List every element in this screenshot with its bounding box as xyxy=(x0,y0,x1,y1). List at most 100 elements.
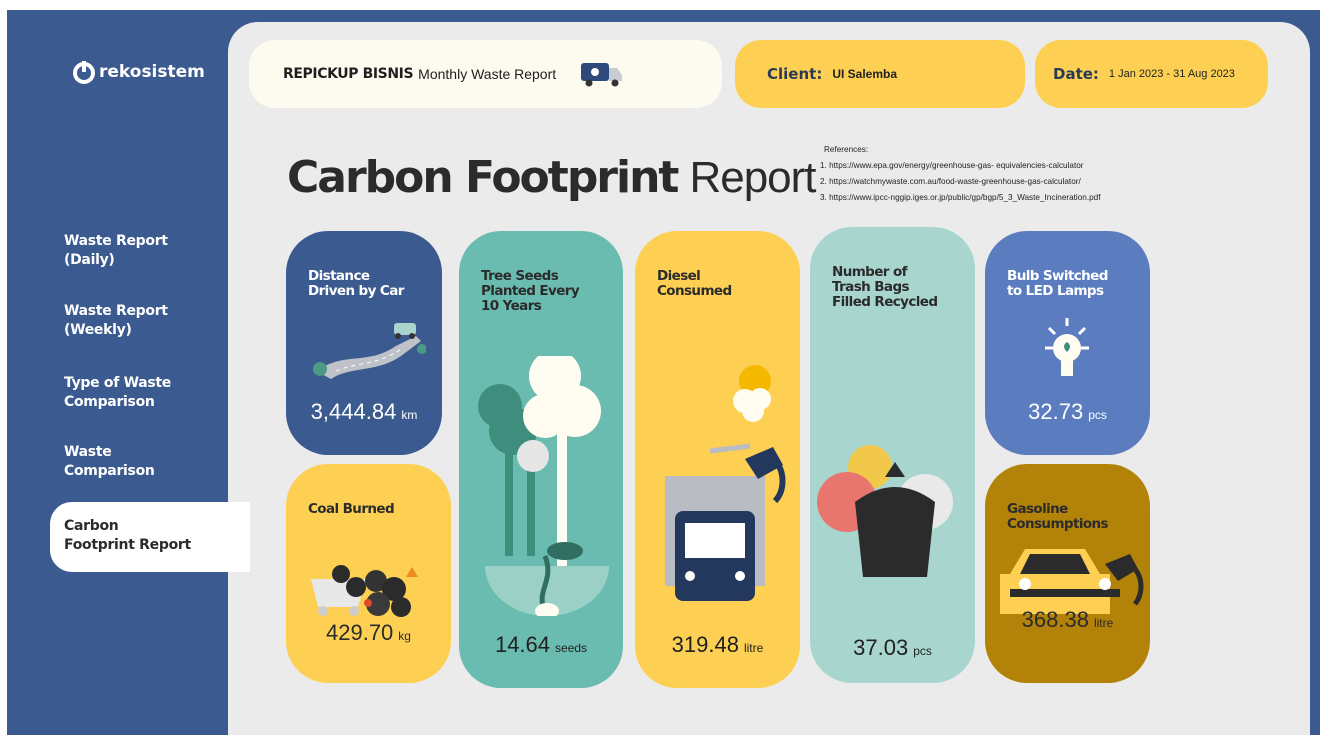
icon-shape xyxy=(527,416,535,556)
nav-item-line: Comparison xyxy=(64,393,171,412)
icon-shape xyxy=(395,333,401,339)
icon-shape xyxy=(409,333,415,339)
wheel xyxy=(586,80,593,87)
icon-shape xyxy=(517,440,549,472)
icon-shape xyxy=(346,577,366,597)
page: { "sidebar": { "logo": "rekosistem", "na… xyxy=(0,0,1327,742)
card-value-row: 368.38 litre xyxy=(985,607,1150,633)
card-value-row: 319.48 litre xyxy=(635,632,800,658)
icon-shape xyxy=(406,567,418,577)
card-value: 32.73 xyxy=(1028,399,1083,424)
card-value-row: 3,444.84km xyxy=(286,399,442,425)
header-brand: REPICKUP BISNIS xyxy=(283,66,413,82)
icon-shape xyxy=(635,341,795,601)
icon-shape xyxy=(710,446,750,451)
reference: 1. https://www.epa.gov/energy/greenhouse… xyxy=(820,158,1101,174)
report-title-regular: Report xyxy=(689,153,815,202)
icon-shape xyxy=(735,571,745,581)
card-title-line: Tree Seeds xyxy=(481,269,579,284)
logo: rekosistem xyxy=(72,60,205,84)
nav-item-line: Carbon xyxy=(64,517,191,536)
nav-item[interactable]: Waste Report(Daily) xyxy=(64,232,168,270)
nav-item[interactable]: Waste Report(Weekly) xyxy=(64,302,168,340)
card-icon xyxy=(635,341,795,605)
logo-icon xyxy=(72,60,96,84)
icon-shape xyxy=(1019,578,1031,590)
nav-item-line: Waste Report xyxy=(64,302,168,321)
card-title-line: Consumptions xyxy=(1007,517,1108,532)
nav-item-line: Comparison xyxy=(64,462,155,481)
icon-shape xyxy=(364,599,372,607)
card-title-line: Distance xyxy=(308,269,404,284)
recycle-mark xyxy=(591,68,599,76)
card-title-line: Coal Burned xyxy=(308,502,394,517)
card-title-line: Filled Recycled xyxy=(832,295,937,310)
client-value: UI Salemba xyxy=(832,67,897,81)
card-title-line: Number of xyxy=(832,265,937,280)
icon-shape xyxy=(1135,569,1141,604)
icon-shape xyxy=(349,606,359,616)
nav-item-line: (Daily) xyxy=(64,251,168,270)
wheel xyxy=(612,80,619,87)
icon-shape xyxy=(815,442,975,582)
icon-shape xyxy=(417,344,426,354)
card-title-line: to LED Lamps xyxy=(1007,284,1108,299)
icon-shape xyxy=(316,336,421,379)
card-title: Coal Burned xyxy=(308,502,394,517)
header-title: Monthly Waste Report xyxy=(418,66,556,82)
card-title-line: Bulb Switched xyxy=(1007,269,1108,284)
icon-shape xyxy=(1099,578,1111,590)
nav-item-line: Type of Waste xyxy=(64,374,171,393)
icon-shape xyxy=(855,487,935,577)
report-title: Carbon Footprint Report xyxy=(287,152,816,203)
metric-card: DieselConsumed 319.48 litre xyxy=(635,231,800,688)
reference: 2. https://watchmywaste.com.au/food-wast… xyxy=(820,174,1101,190)
icon-shape xyxy=(465,356,615,616)
card-value: 37.03 xyxy=(853,635,908,660)
icon-shape xyxy=(1020,554,1090,574)
references: References: 1. https://www.epa.gov/energ… xyxy=(820,142,1101,206)
card-title-line: Trash Bags xyxy=(832,280,937,295)
logo-text: rekosistem xyxy=(99,62,205,82)
card-title-line: Diesel xyxy=(657,269,732,284)
card-value-row: 32.73 pcs xyxy=(985,399,1150,425)
icon-shape xyxy=(1037,316,1097,386)
icon-shape xyxy=(685,523,745,558)
client-box: Client: UI Salemba xyxy=(735,40,1025,108)
card-title-line: Planted Every xyxy=(481,284,579,299)
card-title-line: Consumed xyxy=(657,284,732,299)
icon-shape xyxy=(306,311,426,381)
card-icon xyxy=(1037,316,1097,390)
card-icon xyxy=(815,442,975,586)
card-unit: litre xyxy=(1094,616,1113,630)
card-icon xyxy=(465,356,615,620)
icon-shape xyxy=(1010,589,1120,597)
card-icon xyxy=(306,311,426,385)
date-box: Date: 1 Jan 2023 - 31 Aug 2023 xyxy=(1035,40,1268,108)
client-label: Client: xyxy=(767,65,822,83)
card-value: 319.48 xyxy=(672,632,739,657)
card-unit: km xyxy=(401,408,417,422)
date-value: 1 Jan 2023 - 31 Aug 2023 xyxy=(1109,68,1235,80)
card-value: 368.38 xyxy=(1022,607,1089,632)
card-title-line: Driven by Car xyxy=(308,284,404,299)
metric-card: GasolineConsumptions368.38litre xyxy=(985,464,1150,683)
icon-shape xyxy=(775,461,783,501)
card-unit: litre xyxy=(744,641,763,655)
truck-icon xyxy=(580,60,624,88)
card-unit: pcs xyxy=(1088,408,1107,422)
card-icon xyxy=(306,549,426,623)
